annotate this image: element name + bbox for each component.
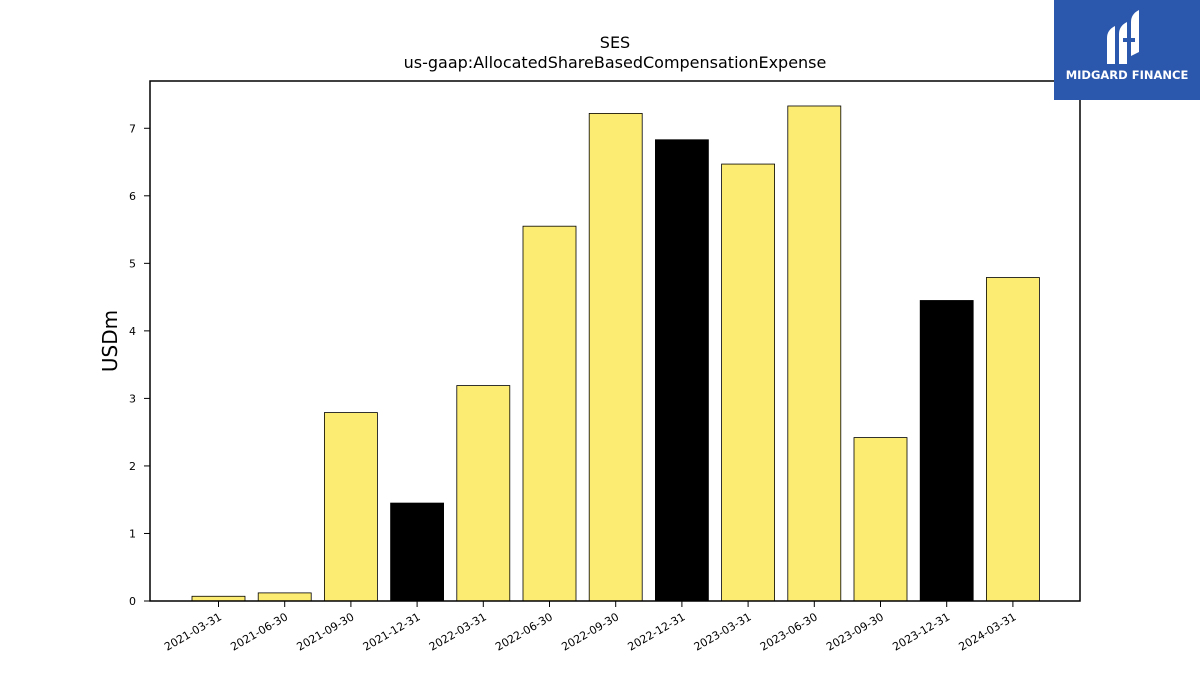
midgard-finance-logo: MIDGARD FINANCE [1054, 0, 1200, 100]
bar-2022-06-30 [522, 225, 577, 602]
bar-2023-12-31 [919, 300, 974, 602]
x-tick-label: 2023-06-30 [758, 610, 820, 653]
x-tick-label: 2021-09-30 [295, 610, 357, 653]
x-tick-label: 2024-03-31 [957, 610, 1019, 653]
bar-2022-03-31 [456, 385, 511, 602]
x-tick-label: 2023-09-30 [824, 610, 886, 653]
x-tick-label: 2021-03-31 [162, 610, 224, 653]
x-axis-ticks: 2021-03-31 2021-06-30 2021-09-30 2021-12-31… [162, 601, 1018, 654]
x-tick-label: 2022-12-31 [626, 610, 688, 653]
y-tick-label: 7 [129, 122, 136, 135]
bar-2022-12-31 [655, 139, 709, 602]
logo-mark-icon [1107, 10, 1139, 64]
bar-2023-06-30 [787, 105, 842, 602]
bar-2023-03-31 [721, 163, 775, 602]
y-tick-label: 3 [129, 392, 136, 405]
x-tick-label: 2021-06-30 [228, 610, 290, 653]
y-axis-ticks: 0 1 2 3 4 5 6 7 [129, 122, 150, 608]
y-tick-label: 1 [129, 527, 136, 540]
bar-2021-12-31 [390, 502, 445, 602]
y-tick-label: 2 [129, 460, 136, 473]
bar-2023-09-30 [853, 437, 908, 602]
x-tick-label: 2022-09-30 [559, 610, 621, 653]
x-tick-label: 2021-12-31 [361, 610, 423, 653]
logo-text: MIDGARD FINANCE [1065, 68, 1189, 82]
y-tick-label: 6 [129, 190, 136, 203]
bar-2021-09-30 [323, 412, 378, 602]
x-tick-label: 2023-12-31 [890, 610, 952, 653]
bar-2021-06-30 [257, 592, 312, 602]
plot-frame [149, 80, 1081, 602]
bar-2024-03-31 [986, 277, 1040, 602]
y-tick-label: 0 [129, 595, 136, 608]
y-tick-label: 5 [129, 257, 136, 270]
y-tick-label: 4 [129, 325, 136, 338]
y-axis-label: USDm [98, 310, 122, 372]
chart-subtitle: us-gaap:AllocatedShareBasedCompensationE… [404, 53, 827, 72]
chart-title: SES [600, 33, 630, 52]
x-tick-label: 2022-06-30 [493, 610, 555, 653]
bars-group [191, 105, 1040, 602]
x-tick-label: 2022-03-31 [427, 610, 489, 653]
x-tick-label: 2023-03-31 [692, 610, 754, 653]
bar-2022-09-30 [588, 113, 643, 602]
